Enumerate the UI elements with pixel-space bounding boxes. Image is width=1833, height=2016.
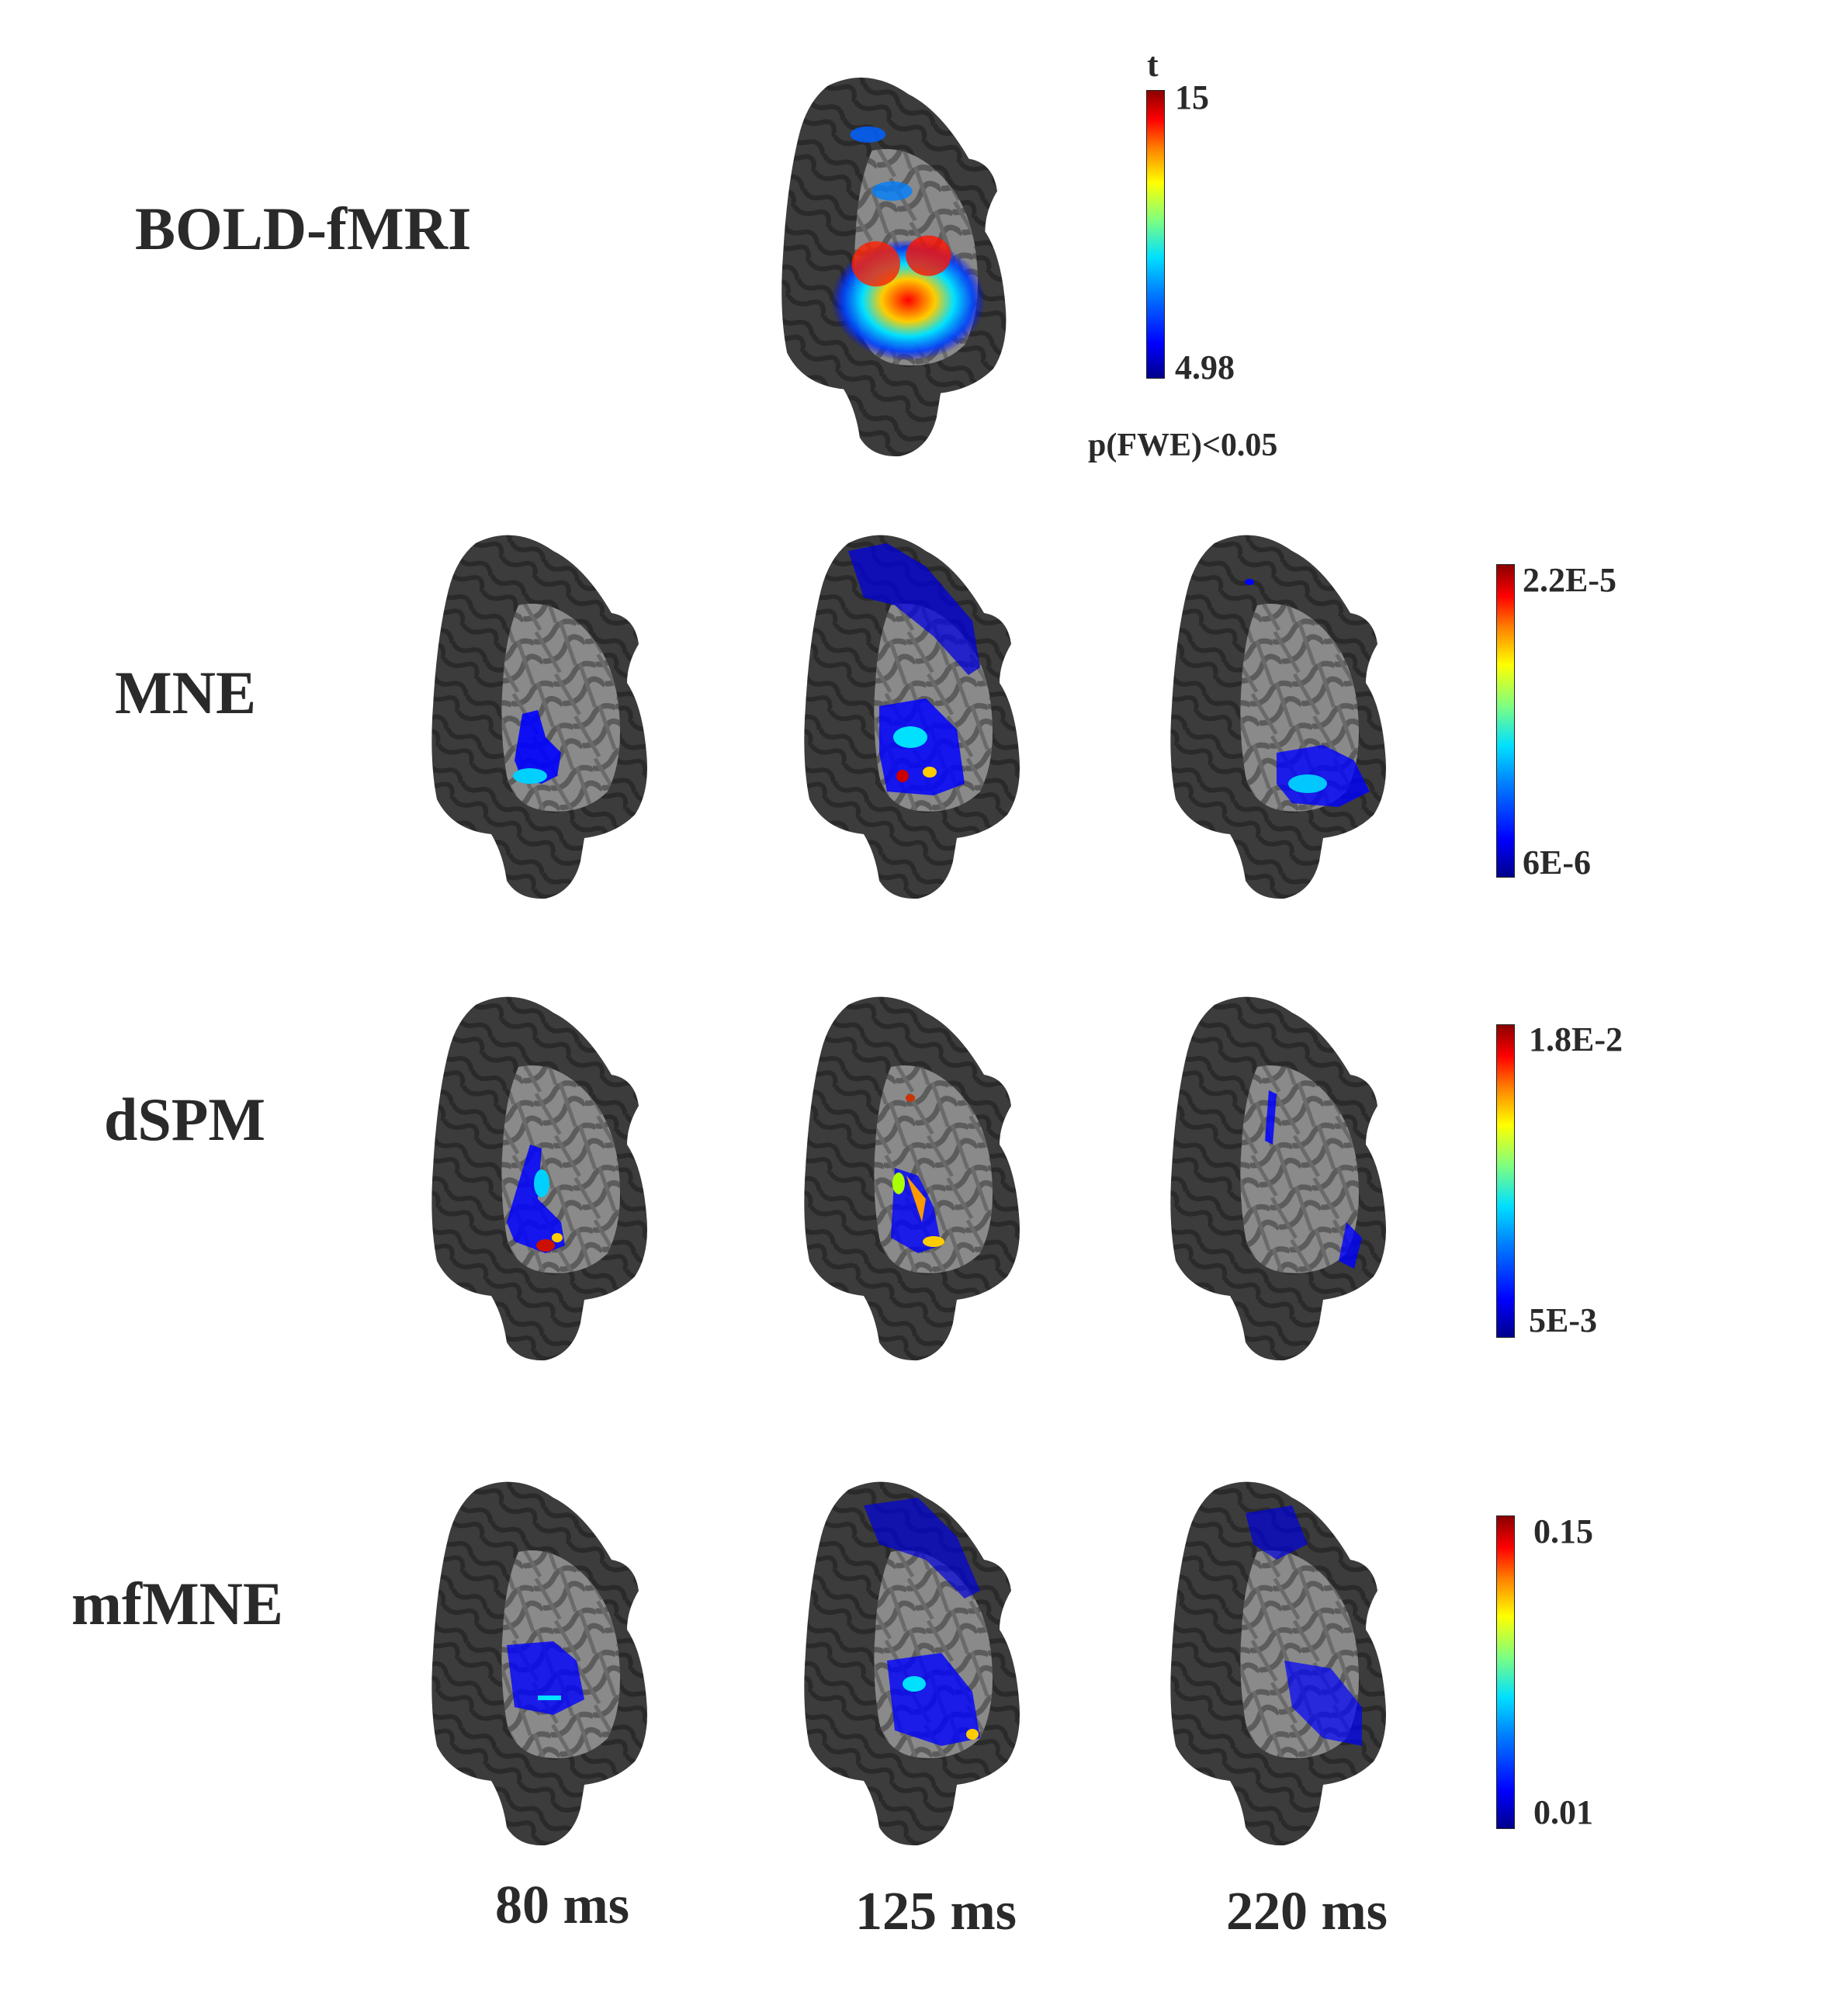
brain-map-dspm-125ms — [798, 989, 1038, 1362]
mne-colorbar — [1496, 564, 1515, 878]
brain-map-mfmne-220ms — [1164, 1474, 1405, 1847]
dspm-colorbar — [1496, 1024, 1515, 1338]
row-label-mfmne: mfMNE — [71, 1570, 283, 1637]
time-label-125ms: 125 ms — [855, 1882, 1017, 1942]
brain-map-dspm-220ms — [1164, 989, 1405, 1362]
time-label-220ms: 220 ms — [1226, 1882, 1388, 1942]
mne-colorbar-min: 6E-6 — [1523, 843, 1591, 882]
brain-map-mne-125ms — [798, 528, 1038, 900]
row-label-bold-fmri: BOLD-fMRI — [135, 195, 472, 262]
bold-colorbar-max: 15 — [1175, 78, 1209, 116]
brain-map-dspm-80ms — [425, 989, 666, 1362]
bold-colorbar-title: t — [1147, 46, 1159, 84]
row-label-mne: MNE — [115, 659, 256, 726]
dspm-colorbar-max: 1.8E-2 — [1529, 1020, 1623, 1058]
brain-map-mne-220ms — [1164, 528, 1405, 900]
mne-colorbar-max: 2.2E-5 — [1523, 561, 1616, 599]
mfmne-colorbar-min: 0.01 — [1533, 1793, 1593, 1831]
dspm-colorbar-min: 5E-3 — [1529, 1301, 1597, 1339]
mfmne-colorbar — [1496, 1515, 1515, 1829]
time-label-80ms: 80 ms — [495, 1876, 630, 1935]
row-label-dspm: dSPM — [104, 1086, 266, 1153]
bold-threshold-note: p(FWE)<0.05 — [1088, 428, 1278, 463]
brain-map-mfmne-80ms — [425, 1474, 666, 1847]
mfmne-colorbar-max: 0.15 — [1533, 1512, 1593, 1550]
brain-map-mne-80ms — [425, 528, 666, 900]
brain-map-bold-fmri — [776, 70, 1024, 458]
bold-colorbar — [1146, 90, 1165, 379]
bold-colorbar-min: 4.98 — [1175, 348, 1235, 386]
brain-map-mfmne-125ms — [798, 1474, 1038, 1847]
